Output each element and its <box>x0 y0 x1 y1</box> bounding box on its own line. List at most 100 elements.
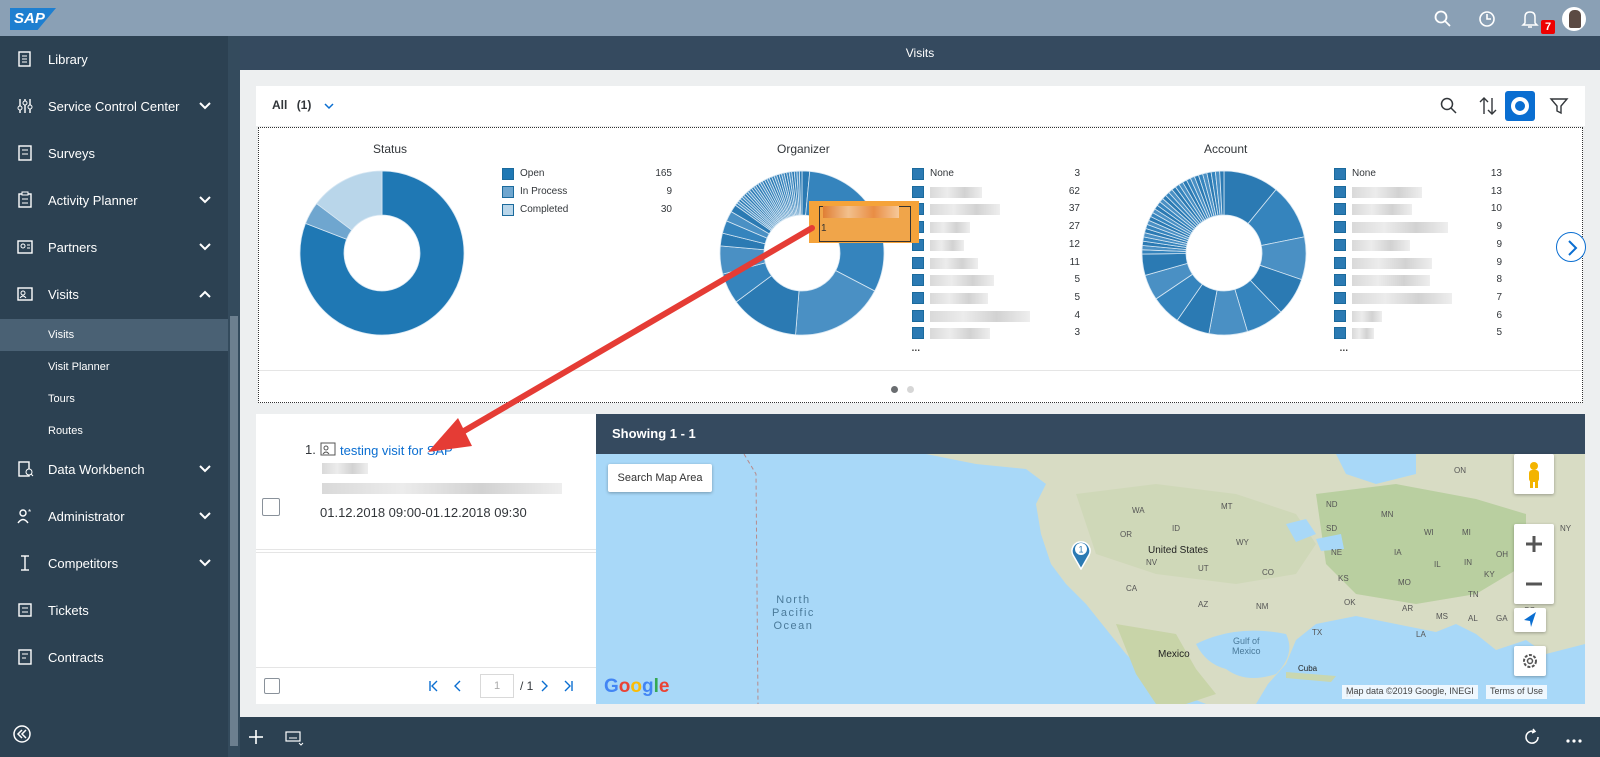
variant-selector[interactable]: All (1) <box>272 98 335 112</box>
map-pin[interactable]: 1 <box>1070 538 1092 570</box>
search-icon[interactable] <box>1433 9 1453 29</box>
zoom-in-icon[interactable] <box>1524 534 1544 554</box>
redacted-text <box>1352 204 1412 216</box>
account-legend-row[interactable]: 10 <box>1334 201 1514 217</box>
account-more[interactable]: ... <box>1339 338 1349 354</box>
next-page-icon[interactable] <box>536 678 552 694</box>
map-state-label: NM <box>1256 602 1269 611</box>
terms-of-use-link[interactable]: Terms of Use <box>1486 685 1548 699</box>
chevron-down-icon[interactable] <box>198 462 212 476</box>
account-legend-row[interactable]: 9 <box>1334 255 1514 271</box>
filter-icon[interactable] <box>1547 94 1571 118</box>
map-state-label: NY <box>1560 524 1572 533</box>
organizer-legend-row[interactable]: 62 <box>912 184 1092 200</box>
sidebar-item-contracts[interactable]: Contracts <box>0 634 228 682</box>
legend-status-in-process[interactable]: In Process 9 <box>502 184 672 200</box>
first-page-icon[interactable] <box>426 678 442 694</box>
zoom-out-icon[interactable] <box>1524 574 1544 594</box>
sidebar-subitem-tours[interactable]: Tours <box>0 383 228 415</box>
keyboard-icon[interactable] <box>284 727 304 747</box>
chevron-up-icon[interactable] <box>198 287 212 301</box>
organizer-more[interactable]: ... <box>911 338 921 354</box>
sidebar-subitem-routes[interactable]: Routes <box>0 415 228 447</box>
previous-page-icon[interactable] <box>450 678 466 694</box>
sidebar-item-library[interactable]: Library <box>0 36 228 84</box>
organizer-legend-row[interactable]: 3 <box>912 325 1092 341</box>
chevron-down-icon[interactable] <box>198 509 212 523</box>
sidebar-subitem-visit-planner[interactable]: Visit Planner <box>0 351 228 383</box>
scrollbar-thumb[interactable] <box>230 316 238 746</box>
sidebar-item-administrator[interactable]: * Administrator <box>0 493 228 541</box>
search-map-area-button[interactable]: Search Map Area <box>608 464 712 492</box>
refresh-icon[interactable] <box>1522 727 1542 747</box>
visit-title-link[interactable]: testing visit for SAP <box>340 443 453 458</box>
sidebar-scrollbar[interactable] <box>228 36 240 757</box>
organizer-legend-row[interactable]: 27 <box>912 219 1092 235</box>
more-icon[interactable] <box>1564 727 1584 747</box>
sidebar-item-tickets[interactable]: Tickets <box>0 587 228 635</box>
sap-logo[interactable]: SAP <box>10 8 56 30</box>
chevron-down-icon[interactable] <box>198 193 212 207</box>
legend-value: 62 <box>1068 185 1080 197</box>
account-legend-row[interactable]: None 13 <box>1334 166 1514 182</box>
select-all-checkbox[interactable] <box>264 678 280 694</box>
organizer-legend-row[interactable]: 5 <box>912 272 1092 288</box>
chevron-down-icon[interactable] <box>198 240 212 254</box>
row-checkbox[interactable] <box>262 498 280 516</box>
organizer-donut-chart[interactable] <box>717 168 887 338</box>
search-icon[interactable] <box>1437 94 1461 118</box>
account-legend-row[interactable]: 9 <box>1334 219 1514 235</box>
sidebar-item-service-control-center[interactable]: Service Control Center <box>0 83 228 131</box>
sidebar-item-data-workbench[interactable]: Data Workbench <box>0 446 228 494</box>
chevron-down-icon[interactable] <box>198 99 212 113</box>
chart-toggle-button[interactable] <box>1505 91 1535 121</box>
account-donut-chart[interactable] <box>1139 168 1309 338</box>
map-settings-button[interactable] <box>1514 646 1546 676</box>
account-legend-row[interactable]: 8 <box>1334 272 1514 288</box>
account-legend-row[interactable]: 13 <box>1334 184 1514 200</box>
account-legend-row[interactable]: 5 <box>1334 325 1514 341</box>
legend-status-completed[interactable]: Completed 30 <box>502 202 672 218</box>
organizer-legend-row[interactable]: None 3 <box>912 166 1092 182</box>
legend-label: Completed <box>520 204 569 215</box>
map-panel[interactable]: Showing 1 - 1 Search Map Area North Paci… <box>596 414 1585 704</box>
legend-label: In Process <box>520 186 568 197</box>
sidebar-item-activity-planner[interactable]: Activity Planner <box>0 177 228 225</box>
account-slice[interactable] <box>1219 170 1225 216</box>
street-view-button[interactable] <box>1514 454 1554 494</box>
locate-button[interactable] <box>1514 608 1546 632</box>
chevron-down-icon[interactable] <box>198 556 212 570</box>
map-state-label: OR <box>1120 530 1132 539</box>
sidebar-item-partners[interactable]: Partners <box>0 224 228 272</box>
sidebar-item-competitors[interactable]: Competitors <box>0 540 228 588</box>
carousel-dot-active[interactable] <box>891 386 898 393</box>
organizer-slice[interactable] <box>798 170 803 216</box>
map-state-label: GA <box>1496 614 1508 623</box>
account-legend-row[interactable]: 6 <box>1334 308 1514 324</box>
page-number-input[interactable]: 1 <box>480 674 514 698</box>
status-slice[interactable] <box>316 170 383 231</box>
legend-swatch <box>912 309 924 322</box>
organizer-legend-row[interactable]: 4 <box>912 308 1092 324</box>
organizer-legend-row[interactable]: 12 <box>912 237 1092 253</box>
history-icon[interactable] <box>1477 9 1497 29</box>
next-chart-button[interactable] <box>1556 232 1586 262</box>
bell-icon[interactable] <box>1520 9 1540 29</box>
legend-status-open[interactable]: Open 165 <box>502 166 672 182</box>
organizer-legend-row[interactable]: 37 <box>912 201 1092 217</box>
user-avatar[interactable] <box>1562 7 1586 31</box>
collapse-sidebar-icon[interactable] <box>12 724 32 744</box>
sidebar-subitem-visits[interactable]: Visits <box>0 319 228 351</box>
status-donut-chart[interactable] <box>297 168 467 338</box>
organizer-legend-row[interactable]: 11 <box>912 255 1092 271</box>
add-icon[interactable] <box>246 727 266 747</box>
sidebar-item-visits[interactable]: Visits <box>0 271 228 319</box>
map-canvas[interactable] <box>596 454 1585 704</box>
last-page-icon[interactable] <box>560 678 576 694</box>
account-legend-row[interactable]: 7 <box>1334 290 1514 306</box>
organizer-legend-row[interactable]: 5 <box>912 290 1092 306</box>
sidebar-item-surveys[interactable]: Surveys <box>0 130 228 178</box>
sort-icon[interactable] <box>1476 94 1500 118</box>
account-legend-row[interactable]: 9 <box>1334 237 1514 253</box>
carousel-dot[interactable] <box>907 386 914 393</box>
